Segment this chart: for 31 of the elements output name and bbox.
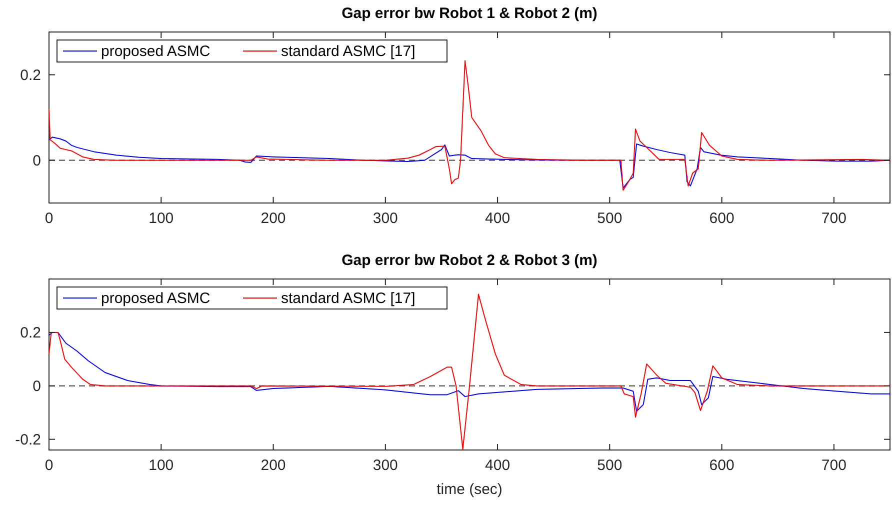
x-axis-title: time (sec) xyxy=(436,481,502,498)
x-tick-label: 500 xyxy=(597,457,622,474)
x-tick-label: 300 xyxy=(372,457,398,474)
x-tick-label: 700 xyxy=(821,457,846,474)
x-tick-label: 600 xyxy=(709,210,734,227)
legend-label: proposed ASMC xyxy=(101,43,210,60)
x-tick-label: 400 xyxy=(485,457,510,474)
line-series xyxy=(48,332,890,412)
legend-label: standard ASMC [17] xyxy=(281,290,416,307)
y-tick-label: 0.2 xyxy=(20,66,41,84)
y-tick-label: 0 xyxy=(32,378,41,395)
chart-title: Gap error bw Robot 1 & Robot 2 (m) xyxy=(342,5,598,22)
x-tick-label: 200 xyxy=(260,457,286,474)
y-tick-label: 0.2 xyxy=(20,324,41,342)
x-tick-label: 200 xyxy=(260,210,286,227)
legend-label: standard ASMC [17] xyxy=(281,43,416,60)
x-tick-label: 700 xyxy=(821,210,846,227)
x-tick-label: 100 xyxy=(148,210,174,227)
y-tick-label: 0 xyxy=(32,152,41,170)
line-series xyxy=(48,294,890,450)
x-tick-label: 400 xyxy=(485,210,510,227)
x-tick-label: 0 xyxy=(44,210,54,227)
x-tick-label: 300 xyxy=(372,210,398,227)
y-tick-label: -0.2 xyxy=(15,431,41,448)
x-tick-label: 600 xyxy=(709,457,734,474)
chart-title: Gap error bw Robot 2 & Robot 3 (m) xyxy=(342,252,598,269)
x-tick-label: 500 xyxy=(597,210,622,227)
legend-label: proposed ASMC xyxy=(101,290,210,307)
x-tick-label: 100 xyxy=(148,457,174,474)
x-tick-label: 0 xyxy=(44,457,54,474)
line-series xyxy=(48,60,890,191)
